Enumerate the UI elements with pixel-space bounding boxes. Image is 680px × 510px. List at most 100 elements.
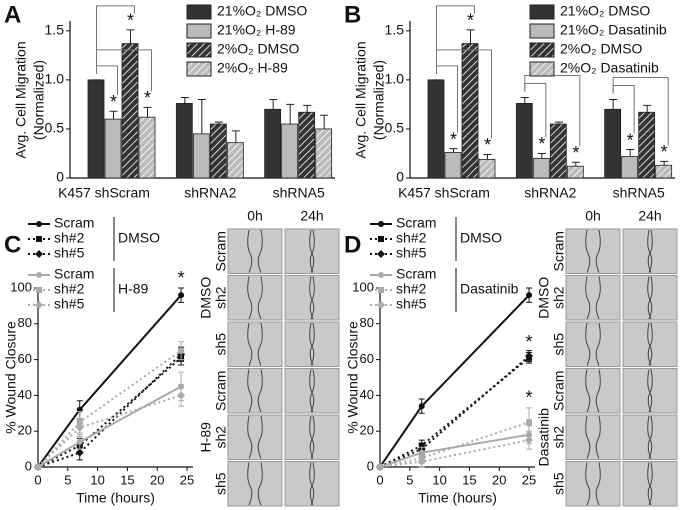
y-axis-label: % Wound Closure [345, 321, 361, 434]
image-row-label: sh5 [551, 333, 567, 356]
y-axis-label: Avg. Cell Migration [353, 41, 369, 158]
y-axis-label: (Normalized) [31, 60, 47, 140]
y-tick-label: 0.5 [385, 120, 405, 136]
error-bar [126, 29, 135, 44]
legend-marker [377, 301, 385, 309]
x-tick-label: 0 [376, 472, 383, 487]
legend-group-label: DMSO [460, 230, 502, 246]
bar [175, 103, 193, 179]
point [178, 292, 185, 299]
y-tick-label: 0 [25, 458, 32, 473]
wound-edge [309, 369, 315, 413]
image-group-label: H-89 [198, 422, 214, 453]
legend-label: 21%O₂ DMSO [560, 3, 650, 19]
significance-bracket [96, 5, 135, 74]
y-axis-label: (Normalized) [371, 60, 387, 140]
legend-swatch [186, 4, 212, 20]
wound-edge [247, 322, 253, 366]
legend-swatch [529, 61, 555, 77]
y-tick-label: 1.5 [385, 22, 405, 38]
significance-label: * [484, 135, 491, 155]
legend-swatch [186, 42, 212, 58]
legend-label: 2%O₂ Dasatinib [560, 60, 659, 76]
image-row-label: sh2 [551, 426, 567, 449]
point [418, 403, 425, 410]
x-tick-label: 5 [406, 472, 413, 487]
wound-edge [595, 322, 601, 366]
wound-edge [257, 462, 263, 506]
legend-marker [35, 301, 43, 309]
error-bar [466, 29, 475, 44]
micrograph [284, 321, 340, 367]
micrograph [622, 414, 678, 460]
x-tick-label: 15 [462, 472, 476, 487]
image-group-label: Dasatinib [536, 408, 552, 467]
image-column-label: 0h [247, 208, 263, 224]
error-bar [609, 99, 618, 110]
line [37, 294, 182, 468]
y-tick-label: 0 [367, 458, 374, 473]
bar [192, 133, 210, 179]
wound-edge [647, 276, 653, 320]
wound-edge [647, 415, 653, 459]
significance-label: * [627, 130, 634, 150]
micrograph [622, 368, 678, 414]
micrograph [565, 368, 621, 414]
error-bar [269, 99, 278, 110]
legend-group-label: H-89 [118, 281, 149, 297]
legend-label: 21%O₂ H-89 [217, 22, 296, 38]
line [379, 433, 530, 468]
micrograph [227, 228, 283, 274]
image-column-label: 24h [638, 208, 661, 224]
error-bar [286, 103, 295, 125]
x-tick-label: 25 [180, 472, 194, 487]
image-column-label: 0h [585, 208, 601, 224]
legend-label: 2%O₂ H-89 [217, 60, 288, 76]
x-tick-label: 25 [522, 472, 536, 487]
wound-edge [585, 229, 591, 273]
error-bar [520, 97, 529, 104]
y-tick-label: 60 [18, 351, 32, 366]
point [526, 419, 533, 426]
micrograph [622, 228, 678, 274]
legend-label: 21%O₂ Dasatinib [560, 22, 667, 38]
y-tick-label: 0.5 [45, 120, 65, 136]
error-bar [643, 104, 652, 113]
micrograph [565, 275, 621, 321]
x-tick-label: 20 [492, 472, 506, 487]
x-tick-label: shRNA5 [273, 185, 325, 201]
significance-label: * [572, 143, 579, 163]
y-axis-label: % Wound Closure [3, 321, 19, 434]
error-bar [143, 106, 152, 118]
legend-group-label: DMSO [118, 230, 160, 246]
legend-label: sh#2 [54, 281, 85, 297]
wound-edge [247, 276, 253, 320]
error-bar [214, 121, 223, 125]
wound-edge [595, 415, 601, 459]
micrograph [284, 228, 340, 274]
x-tick-label: 10 [90, 472, 104, 487]
wound-edge [309, 276, 315, 320]
legend-marker [36, 221, 42, 227]
bar [281, 123, 299, 179]
significance-bracket [436, 5, 475, 74]
x-tick-label: shRNA5 [613, 185, 665, 201]
wound-edge [595, 229, 601, 273]
y-tick-label: 100 [352, 279, 374, 294]
y-axis-label: Avg. Cell Migration [13, 41, 29, 158]
wound-edge [257, 322, 263, 366]
image-row-label: sh2 [213, 286, 229, 309]
wound-edge [257, 276, 263, 320]
image-row-label: Scram [551, 231, 567, 271]
x-tick-label: K457 shScram [398, 185, 490, 201]
legend-marker [378, 272, 384, 278]
y-tick-label: 1.5 [45, 22, 65, 38]
point [75, 448, 84, 457]
image-row-label: Scram [213, 371, 229, 411]
image-row-label: Scram [551, 371, 567, 411]
line [37, 394, 182, 468]
bar [461, 43, 479, 179]
y-tick-label: 20 [18, 423, 32, 438]
legend-label: sh#2 [396, 230, 427, 246]
